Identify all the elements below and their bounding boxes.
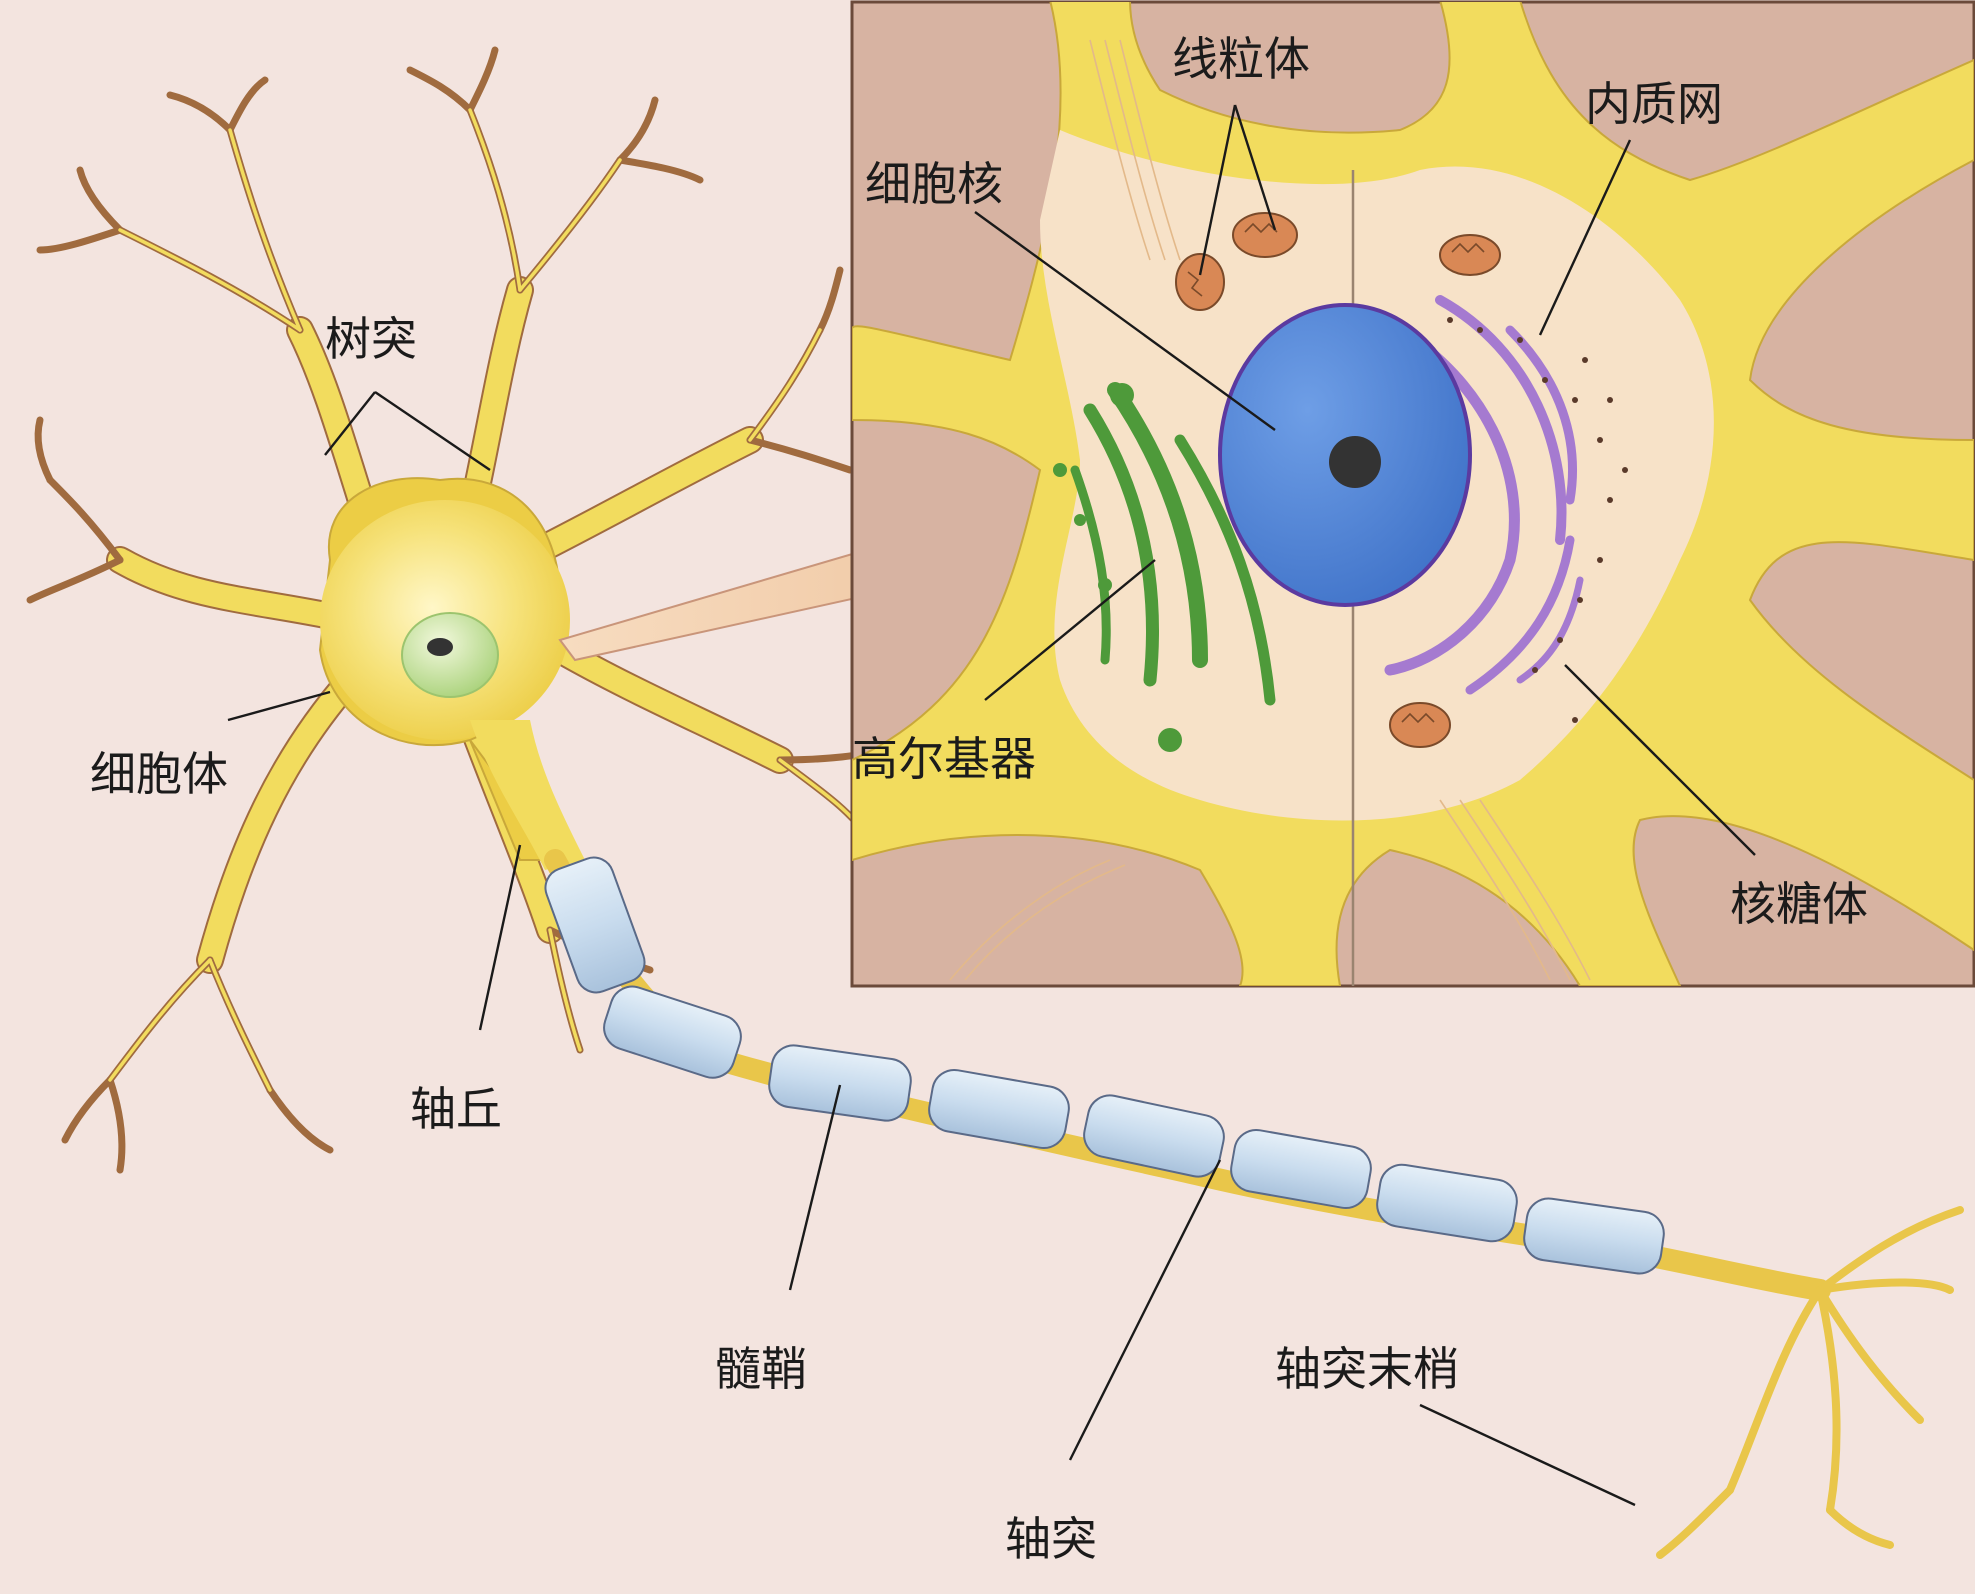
- label-ribosome: 核糖体: [1730, 877, 1868, 931]
- label-golgi-apparatus: 高尔基器: [852, 732, 1036, 786]
- leader-lines: [227, 104, 1756, 1507]
- label-axon: 轴突: [1005, 1512, 1097, 1566]
- inset-panel: [850, 0, 1975, 988]
- labels: 树突 细胞体 轴丘 髓鞘 轴突 轴突末梢 线粒体 细胞核 内质网 高尔基器 核糖…: [90, 32, 1868, 1566]
- label-mitochondria: 线粒体: [1172, 32, 1310, 86]
- label-endoplasmic-reticulum: 内质网: [1585, 77, 1723, 131]
- label-axon-terminal: 轴突末梢: [1275, 1342, 1459, 1396]
- mitochondria-shapes: [1175, 212, 1501, 748]
- golgi-apparatus-shape: [1070, 382, 1276, 706]
- ribosome-dots: [1447, 317, 1628, 723]
- label-nucleus: 细胞核: [865, 157, 1003, 211]
- soma-nucleolus: [427, 638, 453, 656]
- soma-nucleus: [401, 612, 499, 698]
- myelin-segments: [544, 856, 1665, 1275]
- nucleolus-shape: [1329, 436, 1381, 488]
- label-dendrite: 树突: [325, 312, 417, 366]
- label-cell-body: 细胞体: [90, 747, 228, 801]
- label-axon-hillock: 轴丘: [410, 1082, 502, 1136]
- endoplasmic-reticulum-shape: [1384, 295, 1584, 695]
- axon: [544, 849, 1964, 1559]
- label-myelin-sheath: 髓鞘: [715, 1342, 807, 1396]
- cell-body-shape: [318, 477, 585, 870]
